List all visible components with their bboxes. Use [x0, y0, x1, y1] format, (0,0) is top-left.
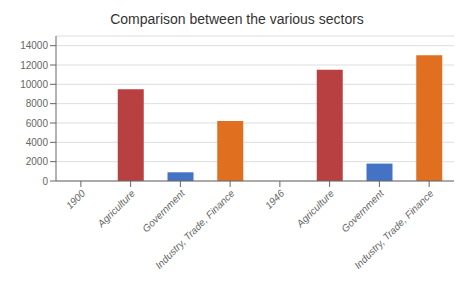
- svg-text:1946: 1946: [263, 187, 287, 211]
- svg-text:Agriculture: Agriculture: [95, 187, 138, 230]
- svg-text:4000: 4000: [26, 137, 49, 148]
- svg-text:12000: 12000: [20, 60, 48, 71]
- svg-text:14000: 14000: [20, 40, 48, 51]
- svg-text:Agriculture: Agriculture: [294, 187, 337, 230]
- svg-text:2000: 2000: [26, 156, 49, 167]
- svg-text:0: 0: [42, 176, 48, 187]
- svg-text:Government: Government: [339, 187, 387, 235]
- svg-text:8000: 8000: [26, 98, 49, 109]
- svg-text:Industry, Trade, Finance: Industry, Trade, Finance: [153, 187, 237, 271]
- svg-text:Government: Government: [140, 187, 188, 235]
- svg-text:6000: 6000: [26, 118, 49, 129]
- html-text:Comparison between the various: Comparison between the various sectors: [110, 11, 364, 27]
- svg-text:1900: 1900: [64, 187, 88, 211]
- svg-text:10000: 10000: [20, 79, 48, 90]
- svg-text:Industry, Trade, Finance: Industry, Trade, Finance: [352, 187, 436, 271]
